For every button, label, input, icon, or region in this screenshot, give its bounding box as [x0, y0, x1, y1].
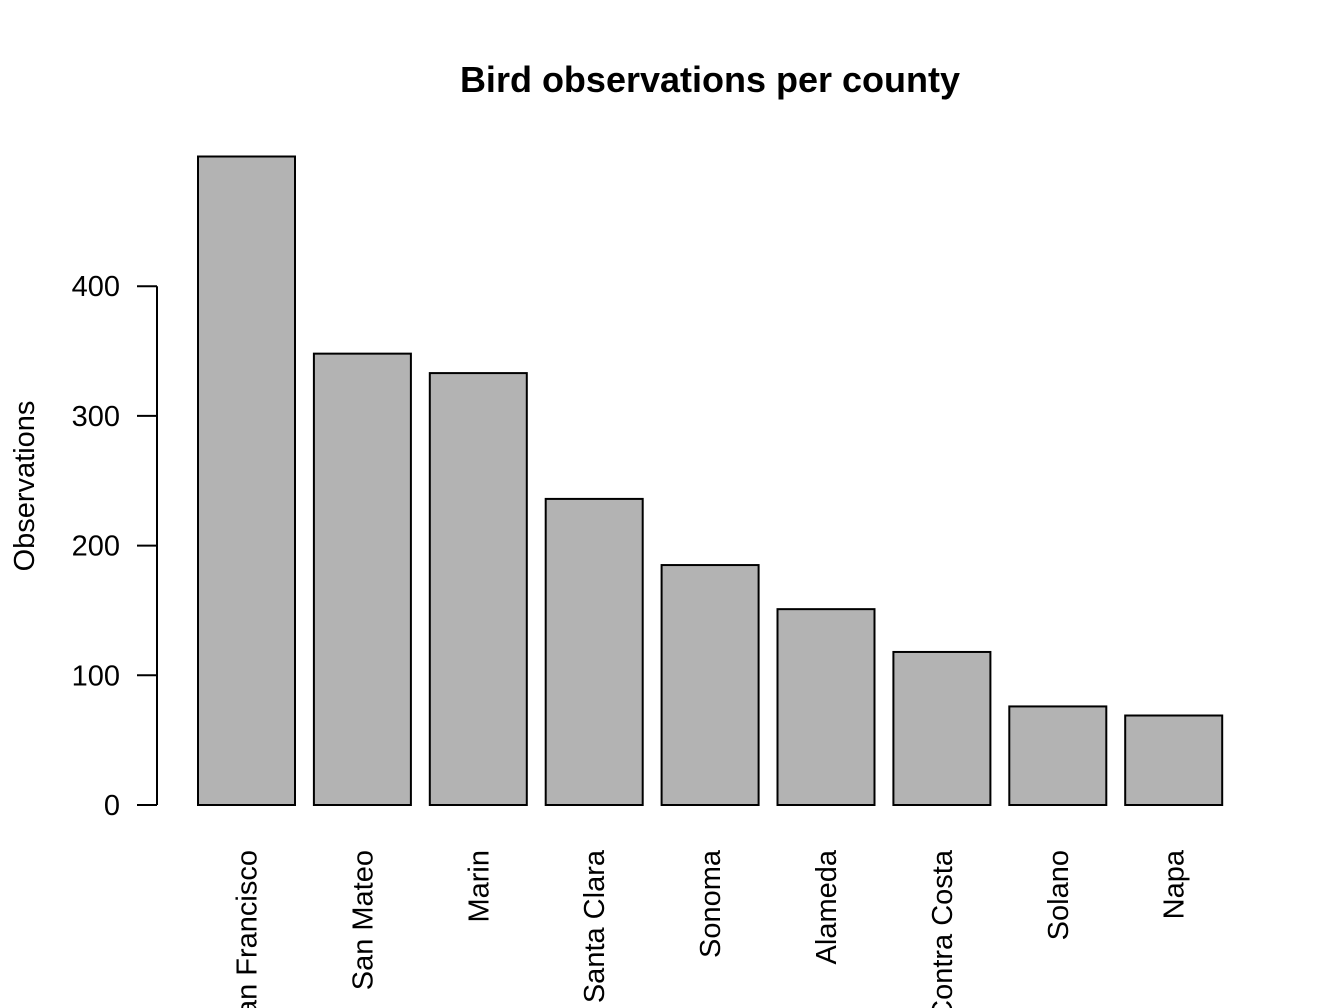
chart-title: Bird observations per county: [460, 59, 960, 100]
category-label: Contra Costa: [927, 849, 959, 1008]
bars: [197, 155, 1224, 807]
y-tick-label: 400: [72, 271, 120, 303]
bar: [544, 497, 644, 806]
category-label: Sonoma: [695, 849, 727, 958]
category-labels: San Francisco San Mateo Marin Santa Clara So…: [232, 849, 1191, 1008]
bar: [1008, 705, 1108, 806]
category-label: Solano: [1043, 850, 1075, 940]
y-tick-label: 100: [72, 660, 120, 692]
y-tick-label: 300: [72, 401, 120, 433]
bar: [312, 352, 412, 806]
y-tick-label: 0: [104, 790, 120, 822]
y-axis-label: Observations: [9, 401, 41, 572]
bar: [428, 372, 528, 806]
category-label: Marin: [463, 850, 495, 923]
y-tick-label: 200: [72, 531, 120, 563]
y-axis: 0 100 200 300 400: [72, 271, 158, 822]
bar: [1124, 714, 1224, 807]
bar: [197, 155, 296, 806]
bar: [776, 608, 876, 807]
category-label: San Francisco: [232, 850, 264, 1008]
bar: [892, 650, 992, 806]
category-label: Napa: [1159, 849, 1191, 919]
bar: [660, 564, 760, 806]
category-label: Alameda: [811, 849, 843, 964]
category-label: Santa Clara: [579, 849, 611, 1003]
category-label: San Mateo: [347, 850, 379, 990]
